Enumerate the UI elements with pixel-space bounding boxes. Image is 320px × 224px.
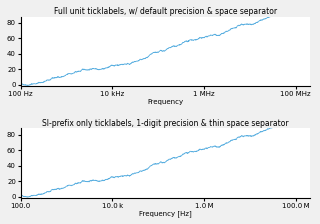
X-axis label: Frequency [Hz]: Frequency [Hz] <box>139 210 192 217</box>
X-axis label: Frequency: Frequency <box>147 99 183 105</box>
Title: SI-prefix only ticklabels, 1-digit precision & thin space separator: SI-prefix only ticklabels, 1-digit preci… <box>42 118 289 128</box>
Title: Full unit ticklabels, w/ default precision & space separator: Full unit ticklabels, w/ default precisi… <box>54 7 277 16</box>
